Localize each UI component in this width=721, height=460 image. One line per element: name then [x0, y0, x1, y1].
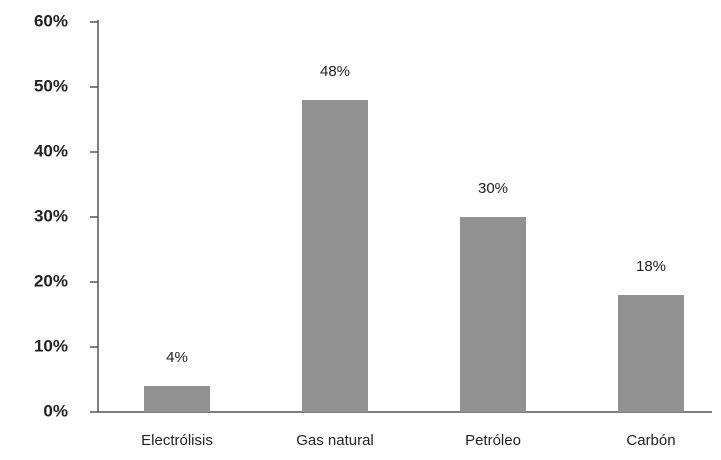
- x-tick-label: Carbón: [626, 432, 675, 449]
- y-tick-label: 40%: [34, 141, 68, 160]
- bar: [144, 386, 210, 412]
- bar: [302, 100, 368, 412]
- bar: [618, 295, 684, 412]
- y-tick-label: 30%: [34, 206, 68, 225]
- x-tick-label: Electrólisis: [141, 432, 213, 449]
- y-tick-label: 50%: [34, 76, 68, 95]
- x-tick-label: Gas natural: [296, 432, 374, 449]
- value-label: 4%: [166, 349, 188, 366]
- bar: [460, 217, 526, 412]
- value-label: 18%: [636, 258, 666, 275]
- y-tick-label: 10%: [34, 336, 68, 355]
- x-tick-label: Petróleo: [465, 432, 521, 449]
- y-tick-label: 60%: [34, 11, 68, 30]
- y-tick-label: 0%: [43, 401, 68, 420]
- y-tick-label: 20%: [34, 271, 68, 290]
- value-label: 48%: [320, 63, 350, 80]
- value-label: 30%: [478, 180, 508, 197]
